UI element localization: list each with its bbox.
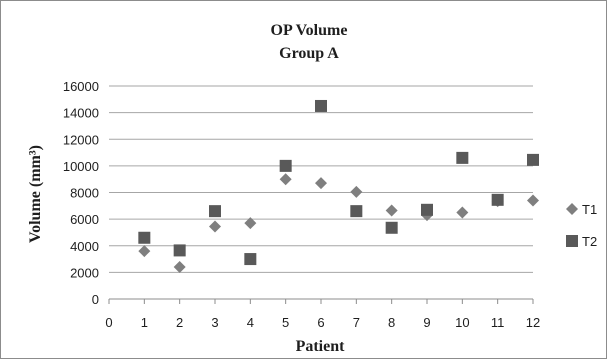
y-tick-label: 8000 xyxy=(70,186,99,201)
x-tick-label: 2 xyxy=(176,315,183,330)
t2-point xyxy=(244,253,257,266)
x-tick-label: 5 xyxy=(282,315,289,330)
t2-point xyxy=(527,153,539,166)
x-tick-label: 1 xyxy=(141,315,148,330)
chart-title: OP Volume xyxy=(271,22,348,39)
t1-point xyxy=(173,261,186,274)
legend: T1 T2 xyxy=(566,202,597,249)
t1-point xyxy=(244,217,257,230)
t2-point xyxy=(173,244,186,257)
t1-point xyxy=(209,220,221,233)
legend-marker-t1 xyxy=(566,203,578,215)
t2-point xyxy=(315,99,327,112)
legend-label-t2: T2 xyxy=(582,234,597,249)
x-tick-label: 6 xyxy=(317,315,324,330)
y-axis-title: Volume (mm³) xyxy=(27,145,44,243)
x-tick-label: 8 xyxy=(388,315,395,330)
t2-point xyxy=(456,151,469,164)
t1-point xyxy=(279,173,292,186)
y-tick-label: 6000 xyxy=(70,212,99,227)
x-tick-label: 4 xyxy=(247,315,254,330)
t2-point xyxy=(350,205,363,218)
t1-point xyxy=(456,206,469,219)
x-tick-label: 10 xyxy=(455,315,469,330)
t2-point xyxy=(385,221,398,234)
t1-point xyxy=(527,194,539,207)
x-tick-label: 9 xyxy=(423,315,430,330)
y-tick-label: 4000 xyxy=(70,239,99,254)
y-tick-label: 16000 xyxy=(63,79,99,94)
t2-point xyxy=(279,159,292,172)
t2-point xyxy=(138,231,151,244)
x-tick-label: 0 xyxy=(105,315,112,330)
t1-point xyxy=(315,177,327,190)
t2-point xyxy=(421,203,433,216)
x-tick-labels: 0 1 2 3 4 5 6 7 8 9 10 11 12 xyxy=(105,299,540,330)
y-tick-label: 12000 xyxy=(63,132,99,147)
x-tick-label: 3 xyxy=(211,315,218,330)
chart-subtitle: Group A xyxy=(279,45,339,62)
t1-point xyxy=(350,185,363,198)
x-tick-label: 11 xyxy=(491,315,505,330)
x-tick-label: 7 xyxy=(353,315,360,330)
t1-point xyxy=(385,204,398,217)
legend-label-t1: T1 xyxy=(582,202,597,217)
y-tick-label: 2000 xyxy=(70,265,99,280)
y-tick-label: 10000 xyxy=(63,159,99,174)
y-tick-labels: 0 2000 4000 6000 8000 10000 12000 14000 16000 xyxy=(63,79,99,307)
t1-point xyxy=(138,245,151,258)
x-axis-title: Patient xyxy=(296,338,346,355)
y-tick-label: 0 xyxy=(92,292,99,307)
data-points xyxy=(138,99,539,274)
x-tick-label: 12 xyxy=(526,315,540,330)
y-tick-label: 14000 xyxy=(63,106,99,121)
t2-point xyxy=(209,205,221,218)
legend-marker-t2 xyxy=(566,235,578,247)
t2-point xyxy=(491,193,504,206)
